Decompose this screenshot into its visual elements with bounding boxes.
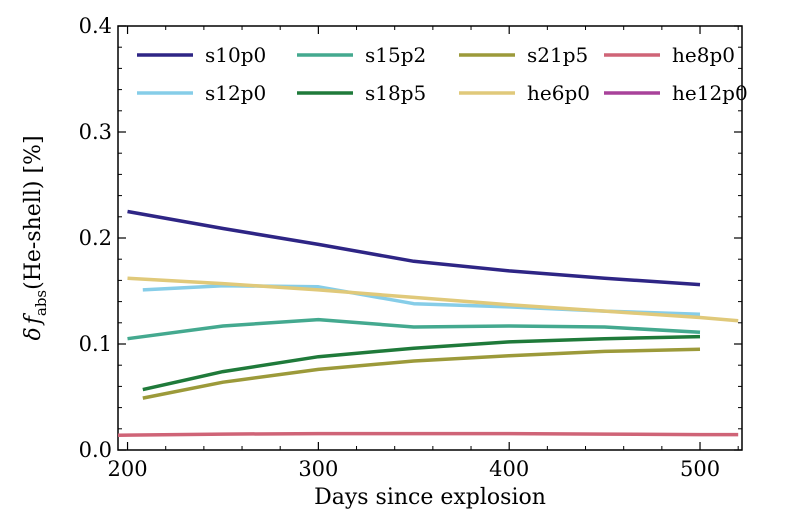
x-axis-label: Days since explosion [314,485,546,510]
y-axis-label-rest: (He-shell) [%] [21,135,46,289]
y-tick-label: 0.3 [79,120,112,144]
legend: s10p0 s12p0 s15p2 s18p5 s21p5 he6p0 he8p0 he12p… [137,43,748,105]
y-axis-label-symbol: δ [21,327,46,340]
y-tick-label: 0.1 [79,332,112,356]
legend-label-s10p0: s10p0 [205,43,266,67]
x-tick-label: 300 [298,457,338,481]
series-line-he6p0 [127,276,739,323]
series-line-s15p2 [127,317,701,341]
axis-ticks: 200 300 400 500 0.0 0.1 0.2 0.3 0.4 [79,14,742,481]
legend-label-s15p2: s15p2 [365,43,426,67]
series-lines [117,209,739,437]
y-axis-label-sub: abs [32,290,50,316]
legend-label-he6p0: he6p0 [527,81,590,105]
series-line-s10p0 [127,209,701,287]
legend-label-s18p5: s18p5 [365,81,426,105]
y-tick-label: 0.4 [79,14,112,38]
y-tick-label: 0.2 [79,226,112,250]
legend-label-he12p0: he12p0 [672,81,748,105]
x-tick-label: 400 [489,457,529,481]
y-tick-label: 0.0 [79,438,112,462]
legend-label-s12p0: s12p0 [205,81,266,105]
series-line-s18p5 [142,334,701,392]
legend-label-he8p0: he8p0 [672,43,735,67]
x-tick-label: 500 [680,457,720,481]
y-axis-label: δfabs(He-shell) [%] [21,135,50,340]
series-line-s12p0 [142,283,701,317]
legend-label-s21p5: s21p5 [527,43,588,67]
x-tick-label: 200 [107,457,147,481]
series-line-he8p0 [117,431,739,437]
series-line-s21p5 [142,347,701,400]
